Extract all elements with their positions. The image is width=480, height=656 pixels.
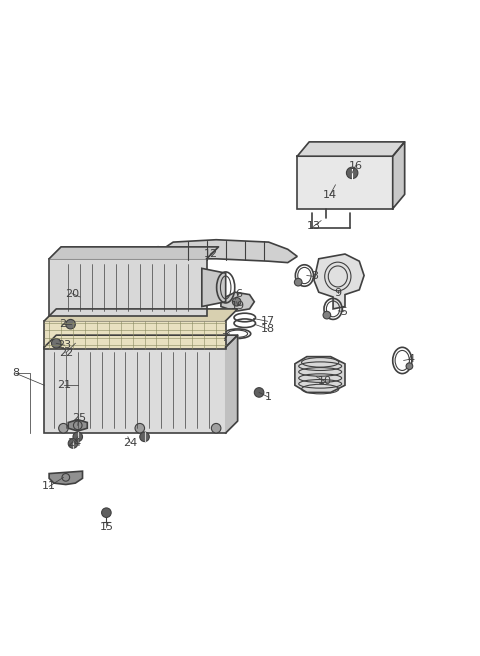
Text: 21: 21 [57,380,72,390]
Text: 1: 1 [265,392,272,402]
Polygon shape [44,309,238,321]
Circle shape [140,432,149,441]
Polygon shape [226,335,238,433]
Polygon shape [202,268,226,306]
Polygon shape [49,471,83,485]
Text: 25: 25 [72,413,86,422]
Text: 16: 16 [348,161,362,171]
Text: 19: 19 [230,300,245,310]
Text: 2: 2 [59,319,66,329]
Text: 10: 10 [318,377,332,386]
Circle shape [73,432,83,441]
Text: 11: 11 [42,482,56,491]
Circle shape [406,363,413,369]
Circle shape [135,423,144,433]
Circle shape [68,439,78,448]
Text: 7: 7 [221,333,228,344]
Polygon shape [49,247,218,259]
Text: 23: 23 [57,340,72,350]
Text: 24: 24 [67,438,81,447]
Polygon shape [297,142,405,156]
FancyBboxPatch shape [49,259,206,316]
Circle shape [323,312,331,319]
Text: 22: 22 [59,348,73,358]
Text: 6: 6 [236,289,242,298]
Text: 14: 14 [323,190,337,200]
FancyBboxPatch shape [297,156,393,209]
Circle shape [59,423,68,433]
Polygon shape [154,239,297,262]
Polygon shape [221,292,254,312]
Circle shape [66,319,75,329]
Circle shape [347,167,358,178]
Text: 13: 13 [307,221,321,232]
FancyBboxPatch shape [44,347,226,433]
Text: 9: 9 [334,288,341,298]
Text: 12: 12 [204,249,217,259]
Text: 15: 15 [99,522,113,533]
Circle shape [254,388,264,397]
Text: 24: 24 [123,438,137,447]
Text: 20: 20 [65,289,79,298]
Text: 4: 4 [408,354,414,364]
Circle shape [211,423,221,433]
Polygon shape [393,142,405,209]
Circle shape [102,508,111,518]
Polygon shape [44,335,238,347]
FancyBboxPatch shape [44,321,226,350]
Text: 17: 17 [261,316,275,326]
Text: 18: 18 [261,324,275,334]
Circle shape [294,278,302,286]
Polygon shape [68,420,87,431]
Circle shape [51,338,61,348]
Text: 5: 5 [340,307,348,317]
Polygon shape [295,357,345,392]
Polygon shape [314,254,364,309]
Circle shape [232,297,241,306]
Text: 3: 3 [311,272,318,281]
Text: 8: 8 [12,368,19,379]
